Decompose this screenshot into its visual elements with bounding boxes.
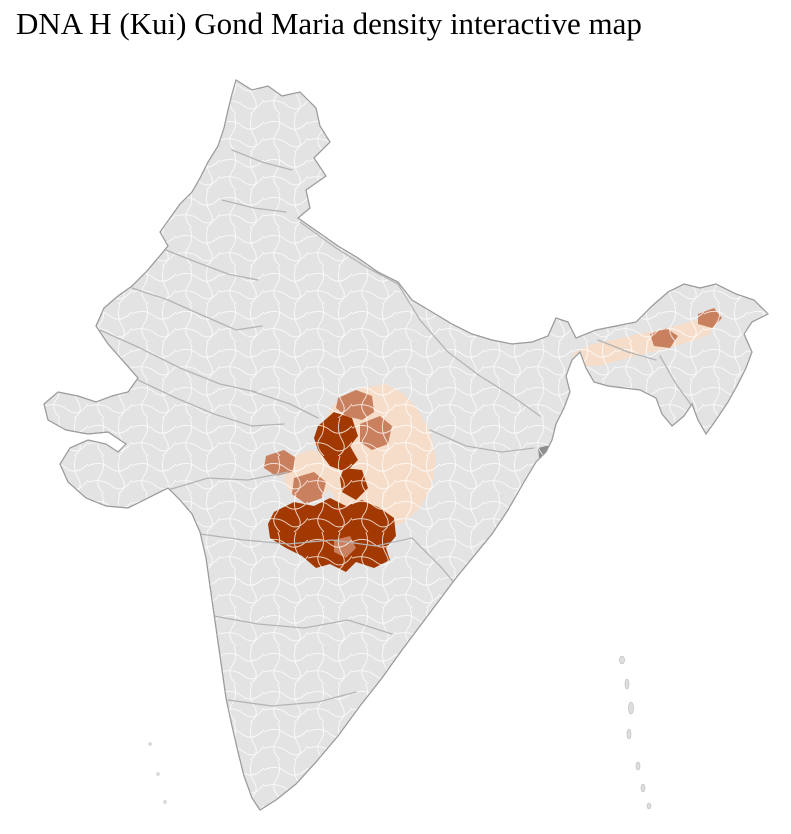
page-title: DNA H (Kui) Gond Maria density interacti…: [16, 6, 642, 41]
andaman-islands[interactable]: [619, 655, 652, 810]
lakshadweep-islands[interactable]: [148, 742, 167, 804]
state-borders: [99, 149, 693, 707]
